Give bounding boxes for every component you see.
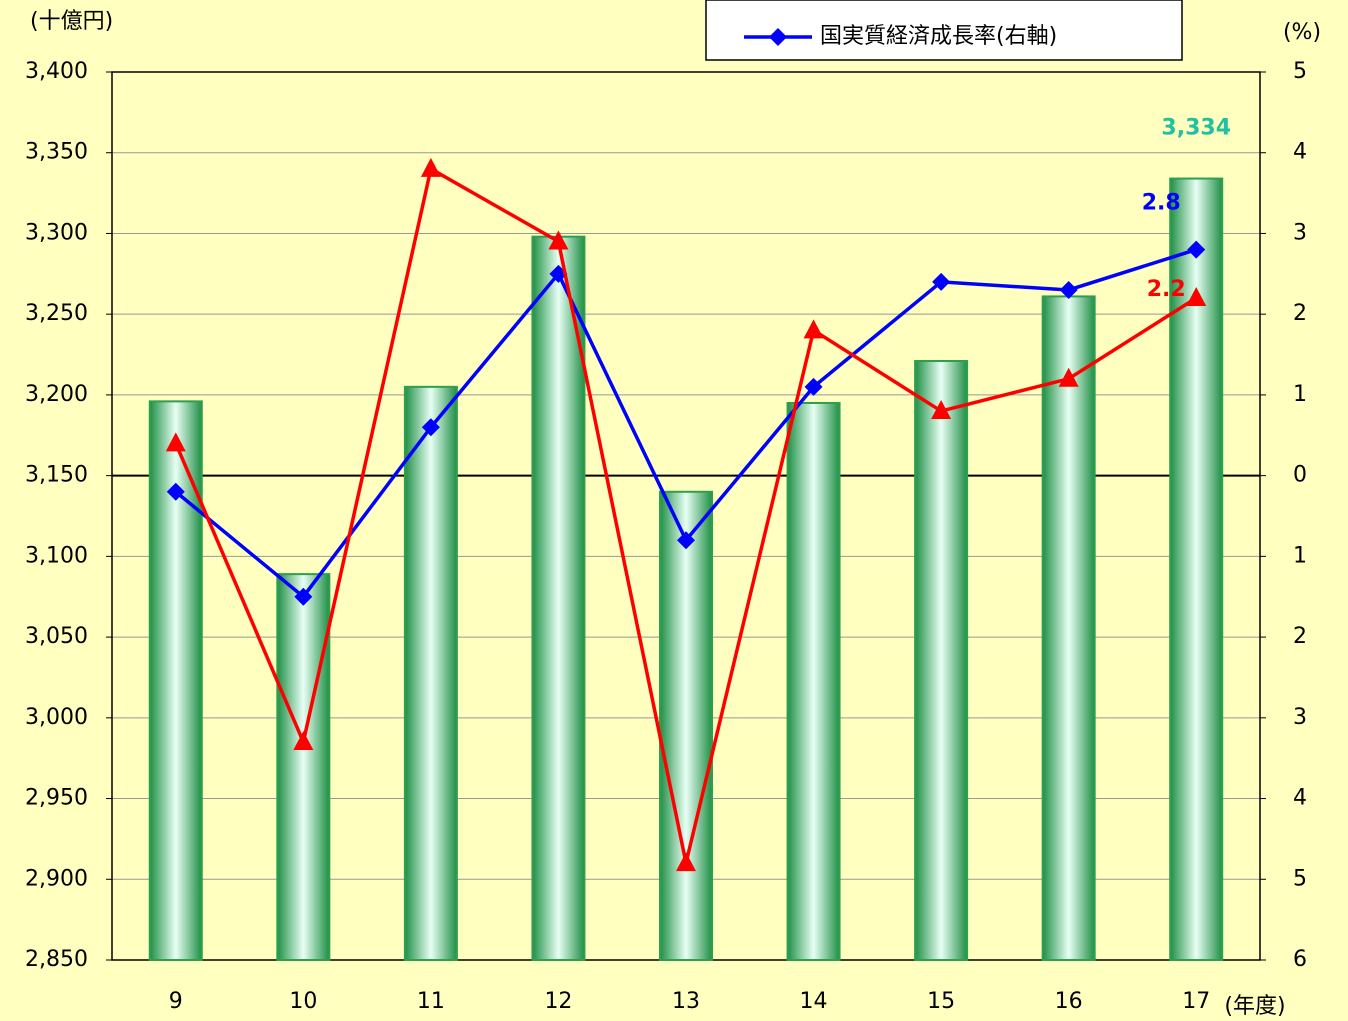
y2-tick-label: 3: [1293, 705, 1307, 730]
legend-marker: [769, 28, 787, 46]
point: [932, 272, 951, 291]
bar: [914, 360, 969, 961]
x-tick-label: 12: [544, 989, 572, 1014]
y-tick-label: 3,400: [25, 59, 88, 84]
y-tick-label: 3,200: [25, 382, 88, 407]
value-label: 2.2: [1147, 277, 1186, 302]
point: [676, 852, 696, 872]
y-tick-label: 2,900: [25, 866, 88, 891]
y-tick-label: 2,850: [25, 947, 88, 972]
x-tick-label: 11: [417, 989, 445, 1014]
y-tick-label: 3,350: [25, 140, 88, 165]
y2-tick-label: 5: [1293, 59, 1307, 84]
x-tick-label: 16: [1055, 989, 1083, 1014]
point: [421, 418, 440, 437]
x-tick-label: 10: [289, 989, 317, 1014]
x-tick-label: 17: [1182, 989, 1210, 1014]
point: [931, 400, 952, 420]
x-tick-label: 15: [927, 989, 955, 1014]
y-tick-label: 3,300: [25, 220, 88, 245]
y2-tick-label: 0: [1293, 463, 1307, 488]
point: [548, 230, 569, 250]
y-tick-label: 3,100: [25, 543, 88, 568]
bar: [659, 490, 713, 961]
bar: [276, 573, 331, 962]
y2-tick-label: 1: [1293, 382, 1307, 407]
y2-tick-label: 2: [1293, 624, 1307, 649]
point: [1058, 367, 1079, 387]
y2-tick-label: 6: [1293, 947, 1307, 972]
point: [165, 432, 186, 452]
y-tick-label: 2,950: [25, 786, 88, 811]
point: [420, 157, 441, 177]
bar: [1041, 295, 1096, 961]
bar: [786, 401, 841, 961]
point: [166, 482, 185, 501]
y-tick-label: 3,150: [25, 463, 88, 488]
y-tick-label: 3,000: [25, 705, 88, 730]
legend-label: 国実質経済成長率(右軸): [820, 24, 1057, 49]
bar: [403, 385, 458, 961]
point: [803, 319, 824, 339]
bar: [531, 235, 586, 961]
x-axis-label: (年度): [1224, 994, 1285, 1019]
y2-axis-label: (%): [1283, 20, 1321, 45]
y2-tick-label: 4: [1293, 140, 1307, 165]
value-label: 2.8: [1142, 191, 1181, 216]
legend-box: [705, 0, 1183, 61]
x-tick-label: 9: [169, 989, 183, 1014]
point: [677, 531, 695, 550]
point: [1187, 240, 1206, 259]
point: [293, 731, 314, 751]
x-tick-label: 13: [672, 989, 700, 1014]
y-axis-label: (十億円): [30, 9, 113, 34]
bar: [148, 400, 203, 962]
value-label: 3,334: [1161, 116, 1231, 141]
y-tick-label: 3,250: [25, 301, 88, 326]
y2-tick-label: 4: [1293, 786, 1307, 811]
y2-tick-label: 3: [1293, 220, 1307, 245]
point: [804, 377, 823, 396]
point: [294, 587, 313, 606]
y2-tick-label: 1: [1293, 543, 1307, 568]
point: [1059, 280, 1078, 299]
y2-tick-label: 5: [1293, 866, 1307, 891]
y-tick-label: 3,050: [25, 624, 88, 649]
point: [1186, 287, 1207, 307]
x-tick-label: 14: [800, 989, 828, 1014]
y2-tick-label: 2: [1293, 301, 1307, 326]
